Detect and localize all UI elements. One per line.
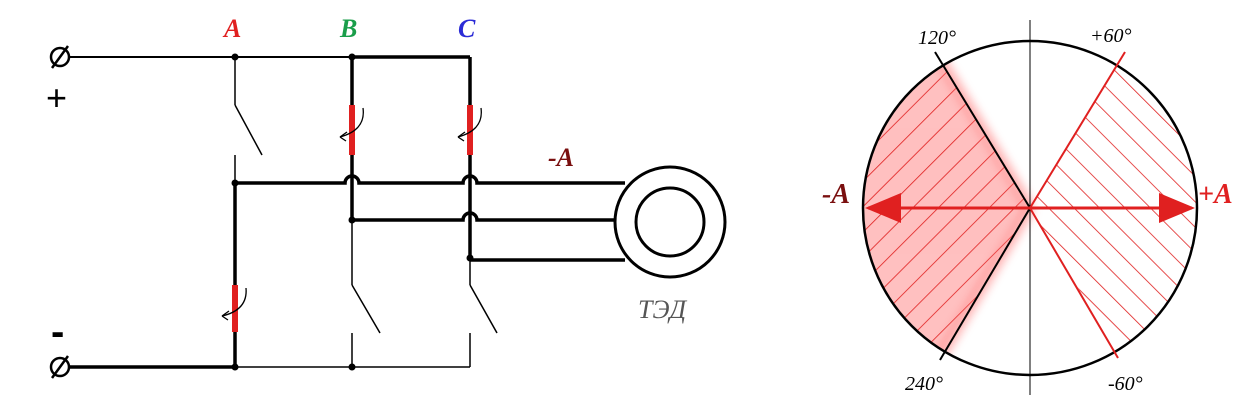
- label-240: 240°: [905, 373, 943, 395]
- switch-b-lower-open: [351, 284, 381, 334]
- vector-diagram: 120° +60° 240° -60° -A +A: [822, 20, 1233, 395]
- minus-sign: -: [51, 310, 64, 354]
- motor-wire-b: [352, 211, 615, 222]
- switch-c-upper-arrow: [457, 107, 482, 138]
- phase-c-leg: [457, 57, 498, 367]
- phase-a-leg: [221, 57, 263, 367]
- label-plus60: +60°: [1090, 25, 1132, 47]
- sector-positive-a: [1030, 41, 1197, 375]
- phase-b-label: B: [339, 14, 357, 43]
- phase-a-label: A: [222, 14, 241, 43]
- axis-label-plus-a: +A: [1198, 179, 1233, 210]
- minus-terminal: -: [49, 310, 71, 379]
- minus-bus: [69, 363, 470, 371]
- winding-label: -A: [548, 143, 574, 172]
- phase-c-label: C: [458, 14, 476, 43]
- line-plus60: [1029, 51, 1126, 209]
- line-minus60: [1029, 207, 1119, 359]
- switch-c-lower-open: [469, 284, 498, 334]
- line-240: [939, 207, 1031, 361]
- axis-label-minus-a: -A: [822, 179, 850, 210]
- line-120: [934, 51, 1031, 209]
- plus-sign: +: [46, 77, 67, 118]
- plus-bus: [69, 53, 470, 61]
- traction-motor: [613, 165, 727, 279]
- label-120: 120°: [918, 27, 956, 49]
- switch-b-upper-arrow: [339, 107, 364, 138]
- label-minus60: -60°: [1108, 373, 1143, 395]
- plus-terminal: +: [46, 45, 71, 118]
- phase-b-leg: [339, 57, 381, 367]
- circuit-schematic: + -: [46, 14, 727, 379]
- switch-a-lower-arrow: [221, 287, 247, 317]
- motor-wire-a: [235, 174, 625, 185]
- switch-a-upper-open: [234, 104, 263, 156]
- motor-label: ТЭД: [638, 295, 687, 324]
